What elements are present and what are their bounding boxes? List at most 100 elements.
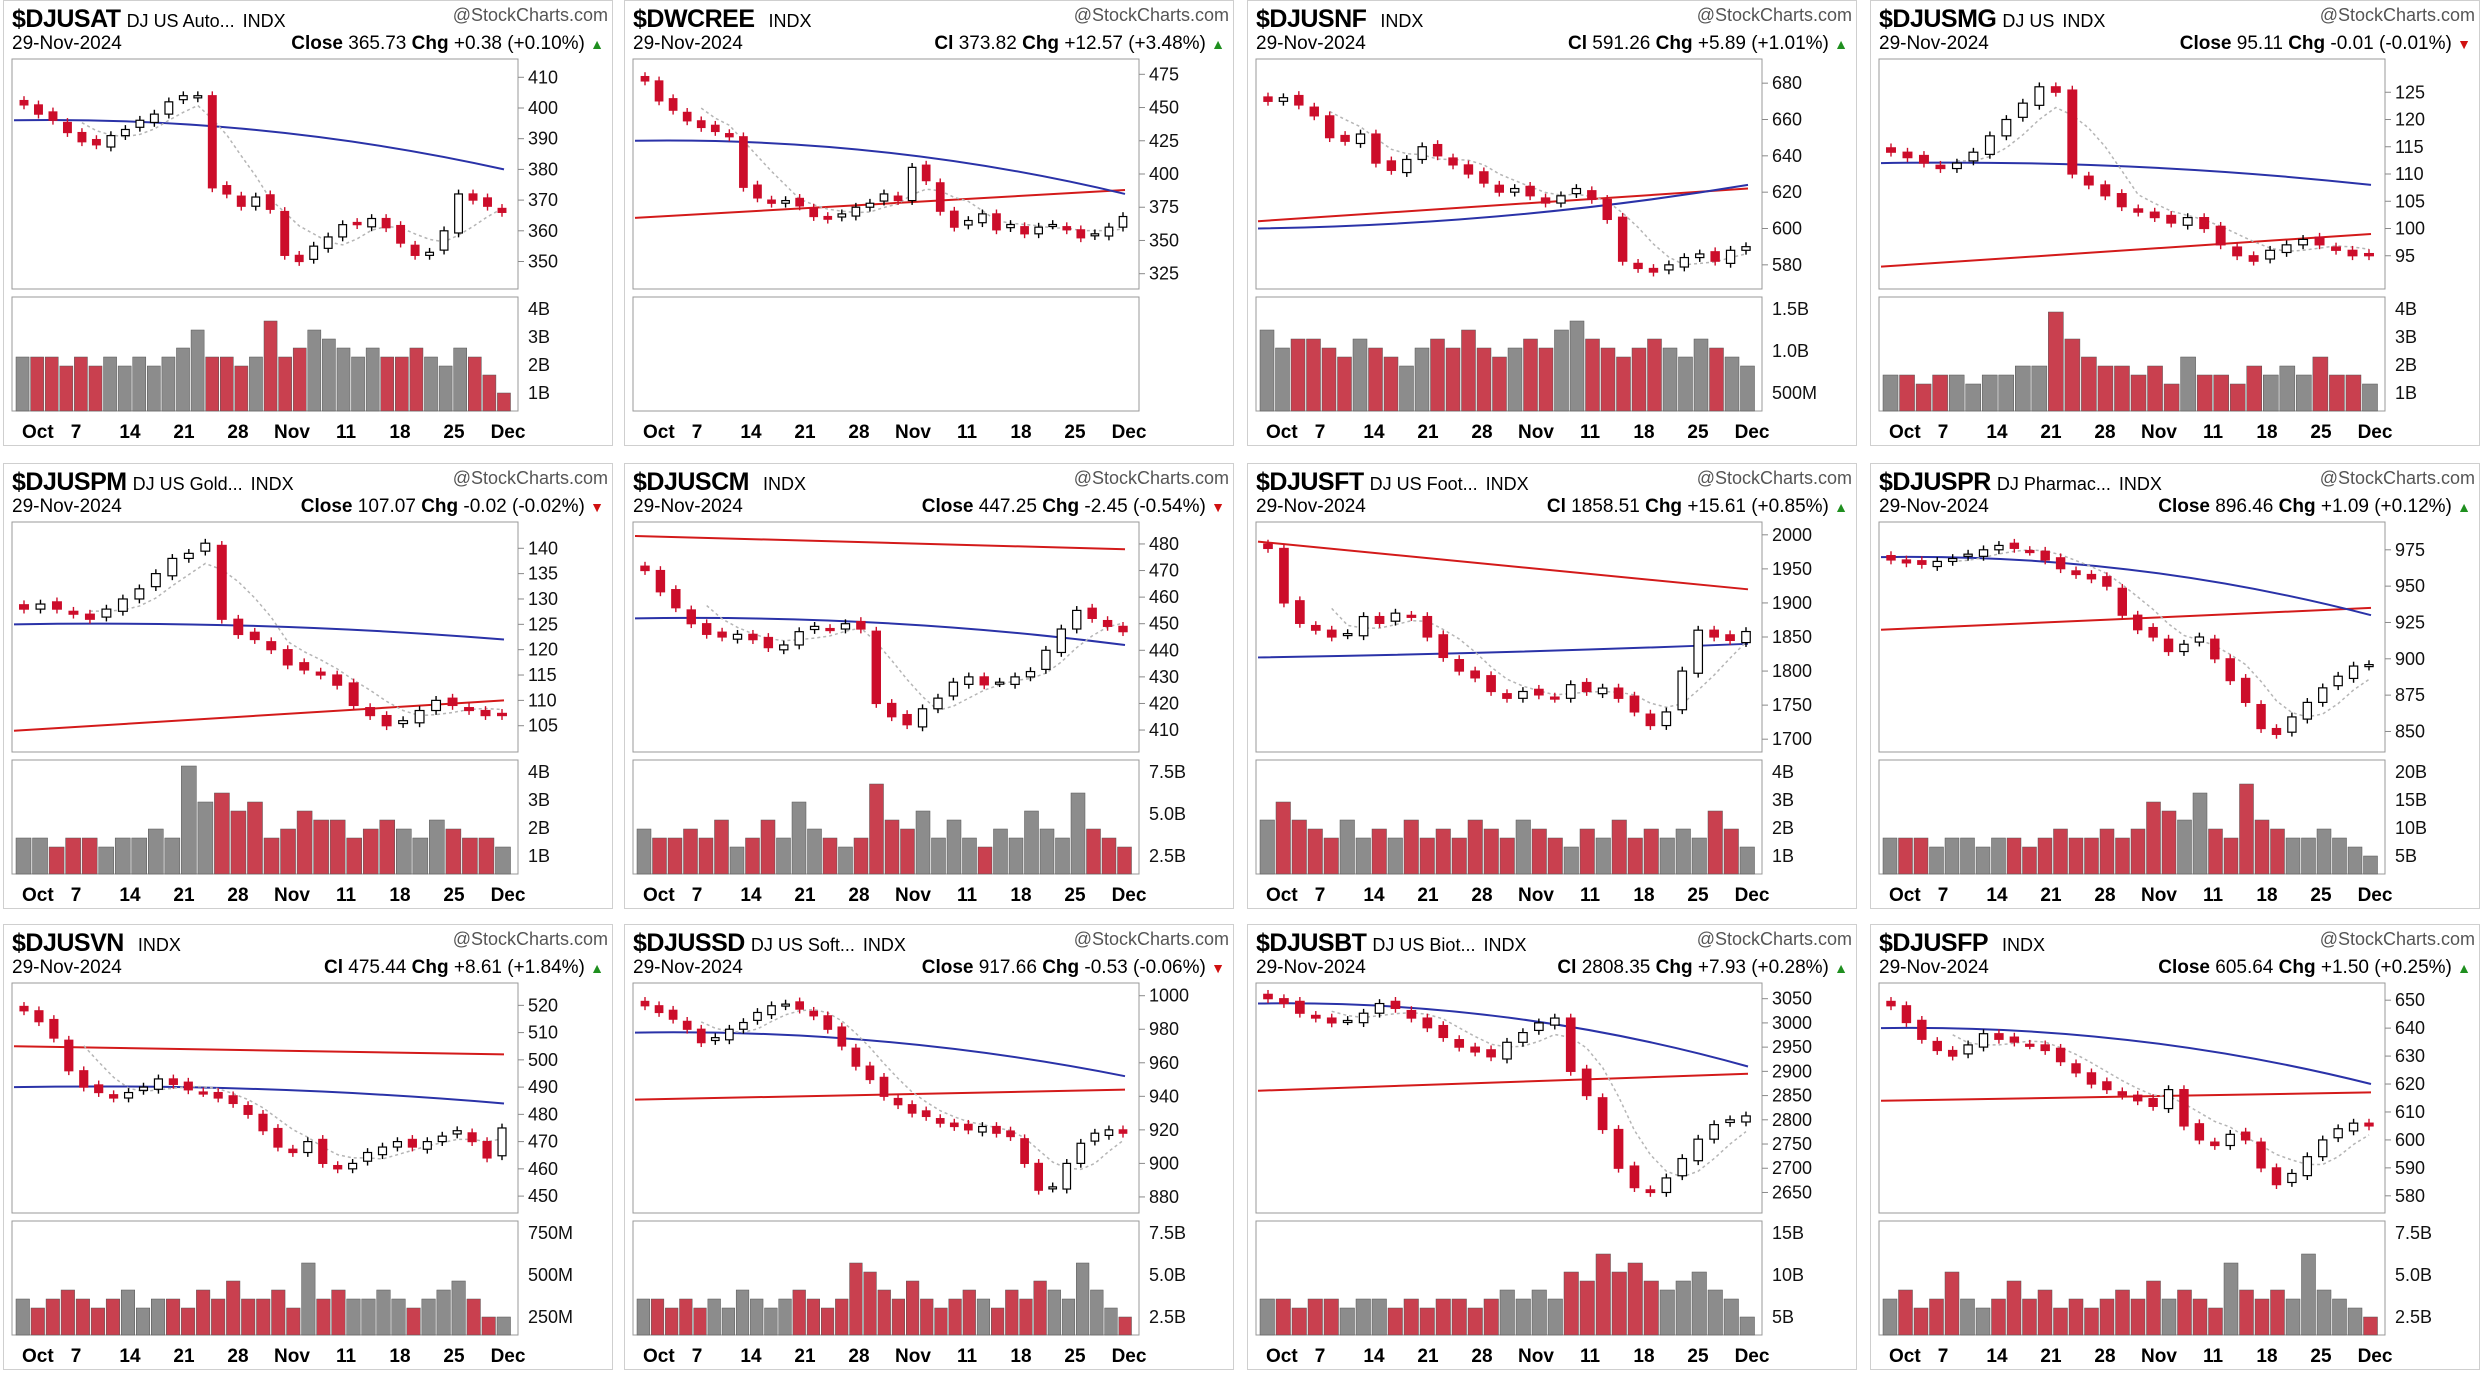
candle	[109, 1094, 119, 1099]
volume-bar	[1693, 338, 1709, 412]
volume-bar	[81, 837, 98, 875]
chart-panel-djuspm[interactable]: $DJUSPM DJ US Gold... INDX @StockCharts.com…	[3, 463, 613, 909]
volume-bar	[478, 837, 495, 875]
price-tick-label: 2850	[1772, 1086, 1812, 1106]
volume-bar	[2213, 374, 2229, 412]
volume-bar	[683, 828, 698, 875]
chart-panel-djusmg[interactable]: $DJUSMG DJ US INDX @StockCharts.com 29-Nov-2…	[1870, 0, 2480, 446]
price-chart[interactable]: 3050 3000 2950 2900 2850 2800 2750 2700 2650 15B 1…	[1248, 925, 1857, 1370]
price-chart[interactable]: 125 120 115 110 105 100 95 4B 3B 2B 1B Oct 7 14 21 28 No…	[1871, 1, 2480, 446]
symbol[interactable]: $DJUSPR	[1879, 468, 1991, 496]
price-chart[interactable]: 650 640 630 620 610 600 590 580 7.5B 5.0B 2.5B Oct 7…	[1871, 925, 2480, 1370]
volume-bar	[164, 837, 181, 875]
candle	[251, 196, 261, 207]
candle	[1901, 1005, 1912, 1024]
volume-bar	[103, 356, 117, 412]
volume-bar	[2301, 1253, 2316, 1336]
candle	[978, 1125, 987, 1133]
volume-bar	[1476, 347, 1492, 412]
symbol[interactable]: $DJUSPM	[12, 468, 127, 496]
candle	[1310, 624, 1321, 631]
x-tick-label: Dec	[1735, 422, 1770, 443]
symbol[interactable]: $DJUSAT	[12, 5, 121, 33]
quote-bar: 29-Nov-2024 Close 896.46 Chg +1.09 (+0.12…	[1879, 496, 2475, 518]
price-tick-label: 130	[528, 589, 558, 609]
chart-panel-djusbt[interactable]: $DJUSBT DJ US Biot... INDX @StockCharts.com…	[1247, 924, 1857, 1370]
candle	[795, 197, 805, 207]
candle	[1310, 1014, 1321, 1019]
volume-bar	[1948, 374, 1965, 412]
volume-tick-label: 1B	[528, 383, 550, 403]
volume-bar	[1259, 329, 1275, 412]
x-tick-label: 28	[848, 885, 869, 906]
candle	[696, 120, 706, 129]
symbol[interactable]: $DJUSVN	[12, 929, 124, 957]
chart-panel-djusat[interactable]: $DJUSAT DJ US Auto... INDX @StockCharts.com…	[3, 0, 613, 446]
candle	[1502, 1041, 1512, 1060]
price-chart[interactable]: 1000 980 960 940 920 900 880 7.5B 5.0B 2.5B Oct 7 14…	[625, 925, 1234, 1370]
candle	[825, 627, 835, 632]
candle	[437, 1135, 447, 1143]
price-tick-label: 105	[2395, 191, 2425, 211]
candle	[1374, 1002, 1385, 1014]
symbol[interactable]: $DJUSBT	[1256, 929, 1367, 957]
candle	[94, 1084, 104, 1094]
candle	[2071, 1063, 2081, 1074]
volume-bar	[2064, 338, 2081, 412]
volume-bar	[1960, 1298, 1975, 1336]
ma-short-line	[706, 605, 1124, 712]
volume-bar	[406, 1307, 421, 1336]
candle	[823, 215, 833, 220]
x-tick-label: 21	[794, 422, 816, 443]
price-chart[interactable]: 475 450 425 400 375 350 325 Oct 7 14 21 28 Nov 11 18 25…	[625, 1, 1234, 446]
candle	[2210, 638, 2220, 660]
volume-bar	[1076, 1262, 1090, 1336]
x-tick-label: 21	[794, 1346, 816, 1367]
volume-bar	[2270, 828, 2285, 875]
volume-bar	[234, 365, 249, 412]
volume-bar	[2362, 383, 2378, 412]
symbol[interactable]: $DJUSMG	[1879, 5, 1997, 33]
symbol[interactable]: $DJUSFT	[1256, 468, 1364, 496]
price-chart[interactable]: 480 470 460 450 440 430 420 410 7.5B 5.0B 2.5B Oct 7…	[625, 464, 1234, 909]
price-chart[interactable]: 975 950 925 900 875 850 20B 15B 10B 5B Oct 7 14 21 28 N…	[1871, 464, 2480, 909]
volume-bar	[166, 1298, 181, 1336]
price-chart[interactable]: 2000 1950 1900 1850 1800 1750 1700 4B 3B 2B 1B Oct 7…	[1248, 464, 1857, 909]
symbol[interactable]: $DJUSNF	[1256, 5, 1367, 33]
price-chart[interactable]: 410 400 390 380 370 360 350 4B 3B 2B 1B Oct 7 14 21 28 N…	[4, 1, 613, 446]
chart-panel-djusft[interactable]: $DJUSFT DJ US Foot... INDX @StockCharts.com…	[1247, 463, 1857, 909]
price-chart[interactable]: 680 660 640 620 600 580 1.5B 1.0B 500M Oct 7 14 21 28…	[1248, 1, 1857, 446]
candle	[1104, 226, 1114, 237]
exchange: INDX	[250, 474, 294, 494]
chart-panel-djuspr[interactable]: $DJUSPR DJ Pharmac... INDX @StockCharts.com…	[1870, 463, 2480, 909]
chart-panel-djuscm[interactable]: $DJUSCM INDX @StockCharts.com 29-Nov-2024 Cl…	[624, 463, 1234, 909]
chart-panel-djusnf[interactable]: $DJUSNF INDX @StockCharts.com 29-Nov-2024 Cl…	[1247, 0, 1857, 446]
chart-panel-djusvn[interactable]: $DJUSVN INDX @StockCharts.com 29-Nov-2024 Cl…	[3, 924, 613, 1370]
quote-date: 29-Nov-2024	[12, 496, 122, 517]
candle	[2083, 175, 2094, 186]
candle	[753, 1011, 762, 1021]
chart-panel-djussd[interactable]: $DJUSSD DJ US Soft... INDX @StockCharts.com…	[624, 924, 1234, 1370]
volume-bar	[820, 1307, 835, 1336]
volume-bar	[1467, 1307, 1483, 1336]
candle	[49, 1018, 59, 1039]
volume-tick-label: 20B	[2395, 762, 2427, 782]
quote-bar: 29-Nov-2024 Close 605.64 Chg +1.50 (+0.25…	[1879, 957, 2475, 979]
volume-bar	[1538, 347, 1554, 412]
x-tick-label: 21	[2040, 1346, 2062, 1367]
chart-panel-dwcree[interactable]: $DWCREE INDX @StockCharts.com 29-Nov-2024 Cl…	[624, 0, 1234, 446]
quote-date: 29-Nov-2024	[1879, 33, 1989, 54]
symbol[interactable]: $DJUSSD	[633, 929, 745, 957]
price-tick-label: 390	[528, 129, 558, 149]
symbol[interactable]: $DJUSCM	[633, 468, 749, 496]
volume-bar	[1913, 837, 1929, 875]
symbol[interactable]: $DWCREE	[633, 5, 755, 33]
symbol[interactable]: $DJUSFP	[1879, 929, 1989, 957]
price-chart[interactable]: 520 510 500 490 480 470 460 450 750M 500M 250M Oct 7…	[4, 925, 613, 1370]
volume-bar	[2068, 837, 2084, 875]
price-chart[interactable]: 140 135 130 125 120 115 110 105 4B 3B 2B 1B Oct 7 14 21…	[4, 464, 613, 909]
candle	[1118, 215, 1128, 228]
chart-panel-djusfp[interactable]: $DJUSFP INDX @StockCharts.com 29-Nov-2024 Cl…	[1870, 924, 2480, 1370]
candle	[1486, 1049, 1496, 1058]
